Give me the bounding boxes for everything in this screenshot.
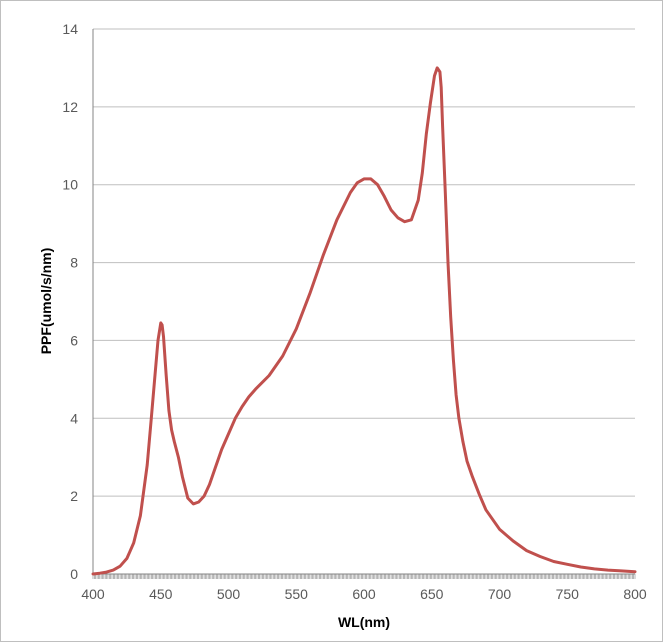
x-tick-label: 450 bbox=[149, 586, 173, 602]
y-tick-labels: 0 2 4 6 8 10 12 14 bbox=[62, 21, 78, 582]
x-tick-label: 800 bbox=[623, 586, 647, 602]
x-axis-title: WL(nm) bbox=[338, 614, 390, 630]
x-tick-label: 500 bbox=[217, 586, 241, 602]
series-layer bbox=[91, 66, 637, 576]
y-axis-title: PPF(umol/s/nm) bbox=[38, 248, 54, 355]
x-axis bbox=[92, 573, 636, 579]
y-tick-label: 0 bbox=[70, 566, 78, 582]
y-tick-label: 6 bbox=[70, 332, 78, 348]
x-tick-label: 550 bbox=[285, 586, 309, 602]
x-tick-label: 600 bbox=[352, 586, 376, 602]
x-tick-labels: 400 450 500 550 600 650 700 750 800 bbox=[81, 586, 647, 602]
x-tick-label: 650 bbox=[420, 586, 444, 602]
x-tick-label: 400 bbox=[81, 586, 105, 602]
y-tick-label: 10 bbox=[62, 177, 78, 193]
y-tick-label: 12 bbox=[62, 99, 78, 115]
x-tick-label: 750 bbox=[556, 586, 580, 602]
x-tick-label: 700 bbox=[488, 586, 512, 602]
y-tick-label: 8 bbox=[70, 255, 78, 271]
grid-lines bbox=[92, 28, 635, 574]
series-line-0 bbox=[91, 66, 637, 576]
y-tick-label: 14 bbox=[62, 21, 78, 37]
y-tick-label: 4 bbox=[70, 410, 78, 426]
y-tick-label: 2 bbox=[70, 488, 78, 504]
